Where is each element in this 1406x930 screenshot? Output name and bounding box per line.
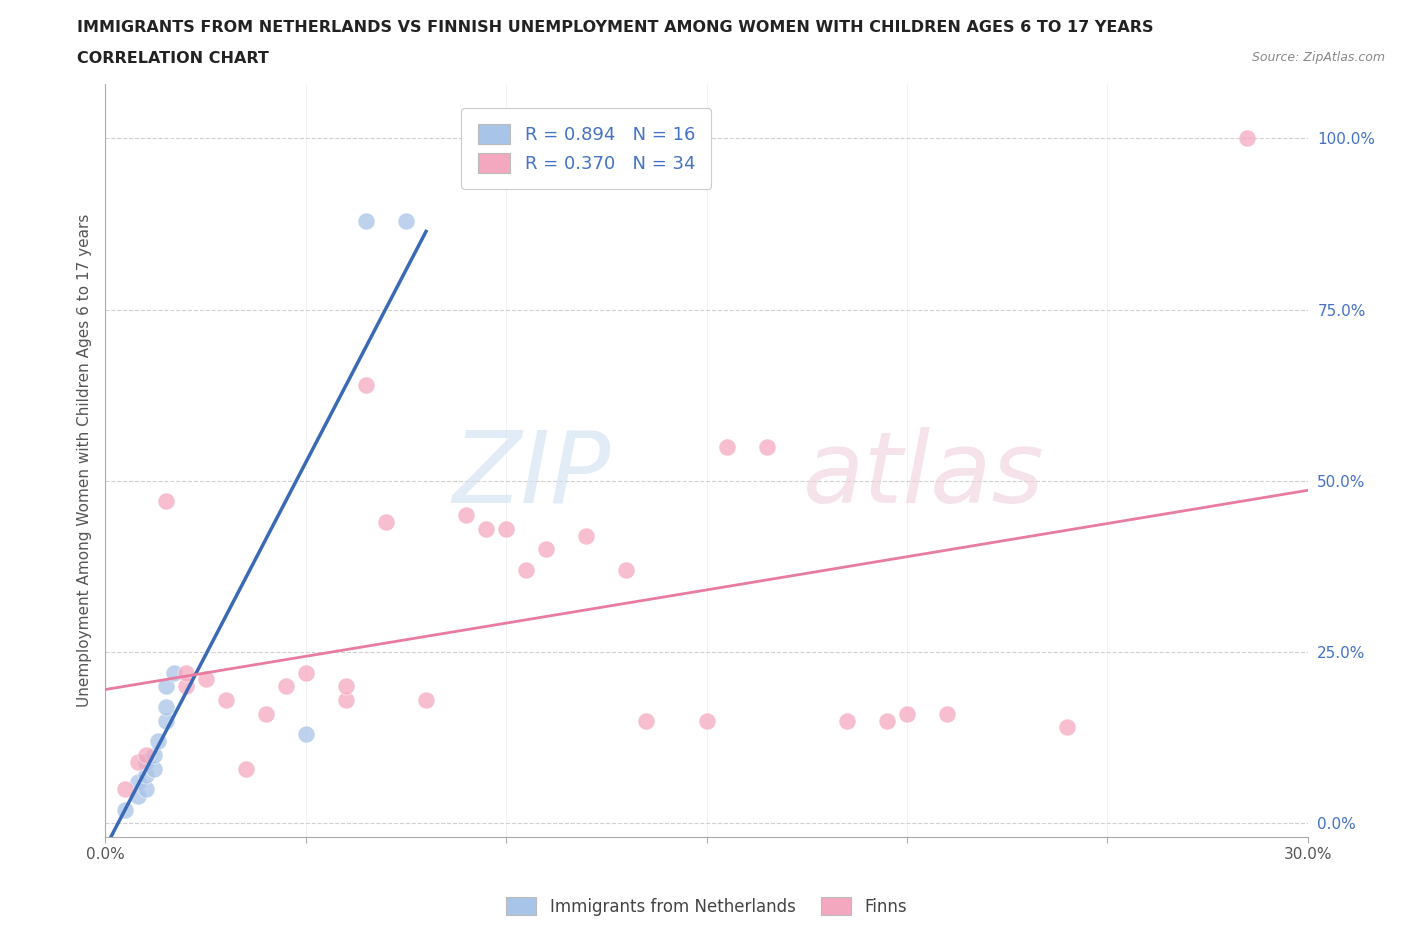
Point — [354, 213, 377, 228]
Point — [135, 754, 157, 769]
Point — [127, 789, 149, 804]
Point — [194, 672, 217, 687]
Point — [142, 748, 165, 763]
Point — [142, 761, 165, 776]
Point — [274, 679, 297, 694]
Point — [295, 727, 318, 742]
Text: atlas: atlas — [803, 427, 1045, 524]
Text: IMMIGRANTS FROM NETHERLANDS VS FINNISH UNEMPLOYMENT AMONG WOMEN WITH CHILDREN AG: IMMIGRANTS FROM NETHERLANDS VS FINNISH U… — [77, 20, 1154, 35]
Point — [335, 693, 357, 708]
Point — [127, 754, 149, 769]
Point — [876, 713, 898, 728]
Point — [174, 665, 197, 680]
Point — [896, 706, 918, 721]
Point — [475, 522, 498, 537]
Point — [335, 679, 357, 694]
Point — [146, 734, 169, 749]
Point — [354, 378, 377, 392]
Point — [174, 679, 197, 694]
Point — [254, 706, 277, 721]
Point — [235, 761, 257, 776]
Point — [155, 679, 177, 694]
Point — [755, 439, 778, 454]
Point — [575, 528, 598, 543]
Point — [495, 522, 517, 537]
Text: CORRELATION CHART: CORRELATION CHART — [77, 51, 269, 66]
Point — [415, 693, 437, 708]
Point — [835, 713, 858, 728]
Point — [375, 514, 398, 529]
Legend: Immigrants from Netherlands, Finns: Immigrants from Netherlands, Finns — [499, 891, 914, 923]
Point — [214, 693, 236, 708]
Point — [696, 713, 718, 728]
Text: Source: ZipAtlas.com: Source: ZipAtlas.com — [1251, 51, 1385, 64]
Point — [135, 781, 157, 796]
Point — [456, 508, 478, 523]
Point — [295, 665, 318, 680]
Point — [1236, 131, 1258, 146]
Point — [155, 699, 177, 714]
Point — [114, 781, 136, 796]
Point — [155, 713, 177, 728]
Point — [127, 775, 149, 790]
Point — [135, 768, 157, 783]
Point — [515, 563, 537, 578]
Point — [135, 748, 157, 763]
Point — [536, 542, 558, 557]
Point — [616, 563, 638, 578]
Point — [636, 713, 658, 728]
Point — [114, 803, 136, 817]
Y-axis label: Unemployment Among Women with Children Ages 6 to 17 years: Unemployment Among Women with Children A… — [76, 214, 91, 707]
Text: ZIP: ZIP — [453, 427, 610, 524]
Point — [1056, 720, 1078, 735]
Point — [936, 706, 959, 721]
Point — [716, 439, 738, 454]
Point — [155, 494, 177, 509]
Point — [162, 665, 184, 680]
Point — [395, 213, 418, 228]
